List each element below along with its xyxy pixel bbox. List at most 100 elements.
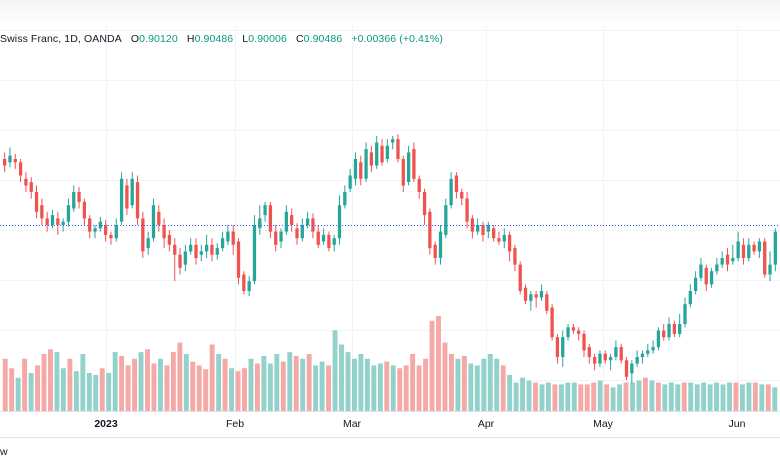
candle [470,215,475,239]
candle [343,185,347,209]
candle-body [577,330,581,334]
volume-bar [739,384,745,411]
candle-body [571,327,576,331]
candle-body [438,231,443,258]
candle-body [688,291,692,305]
volume-bar [397,368,403,411]
volume-bar [371,365,377,411]
volume-bar [9,368,15,411]
volume-bar [73,371,79,411]
candle-body [88,218,92,232]
candle-body [757,241,762,252]
candle-body [8,155,12,163]
volume-bar [701,382,707,411]
candle-body [491,228,496,239]
candle-body [476,225,480,232]
candle-body [290,215,294,225]
candle-body [518,264,522,291]
volume-bar [772,387,778,411]
open-label: O [130,33,140,45]
candle-body [566,327,570,338]
candle [305,211,310,229]
candle-body [210,244,214,255]
candle [125,178,129,216]
candle [252,215,257,285]
candle [364,142,368,183]
candle [18,159,23,183]
candle [693,271,698,295]
candle [603,350,607,364]
candle-body [279,231,283,242]
change-value: +0.00366 (+0.41%) [351,33,443,45]
volume-bar [494,358,500,411]
volume-bar [170,352,176,411]
candle-body [268,205,273,232]
volume-bar [157,358,163,411]
candle [587,343,591,364]
candle-body [135,182,140,219]
volume-bar [319,361,325,411]
volume-bar [571,382,577,411]
candle-body [619,347,623,361]
candle-body [173,244,177,255]
candle-body [66,205,71,222]
candle [263,201,267,222]
candle [608,353,613,371]
volume-bar [442,342,448,411]
candle-body [321,234,326,242]
candle-body [300,225,304,239]
candle-body [693,277,698,291]
volume-bar [254,363,260,411]
volume-bar [54,352,60,411]
candle-body [545,294,549,311]
candle-body [534,294,538,298]
candle [433,241,437,265]
candle-body [3,159,7,166]
candle-body [204,244,209,252]
volume-bar [539,384,545,411]
volume-bar [80,354,86,411]
volume-bar [520,377,526,411]
candle [449,172,453,209]
candle-body [167,234,172,245]
candle [550,304,554,341]
volume-bar [636,380,642,411]
volume-bar [261,355,267,411]
candle-body [93,228,97,232]
candle-body [747,244,751,258]
x-tick-mar: Mar [342,418,362,430]
candle-body [348,175,352,189]
candle-body [385,145,389,159]
candle-body [460,192,464,199]
volume-bar [468,363,474,411]
volume-bar [377,363,383,411]
candle-body [109,234,113,239]
candle-body [736,241,740,258]
candle-body [77,192,81,202]
candle-body [683,304,687,324]
candle-body [481,225,485,235]
volume-bar [584,384,590,411]
candle [348,168,352,192]
volume-bar [222,358,228,411]
candle-body [284,211,289,232]
candle [24,172,28,192]
volume-bar [196,365,202,411]
candle [614,340,618,361]
candle [247,276,251,296]
candle-body [29,182,33,192]
candle [725,248,730,272]
candle [715,258,719,275]
candle [534,291,538,308]
candle-body [656,330,661,348]
volume-bar [759,384,765,411]
candle-body [125,185,129,209]
candle-body [364,149,368,179]
volume-bar [410,354,416,411]
candle [141,211,145,258]
candle [72,185,76,212]
candle [720,251,724,268]
candle [215,243,219,260]
volume-bars [2,316,778,411]
